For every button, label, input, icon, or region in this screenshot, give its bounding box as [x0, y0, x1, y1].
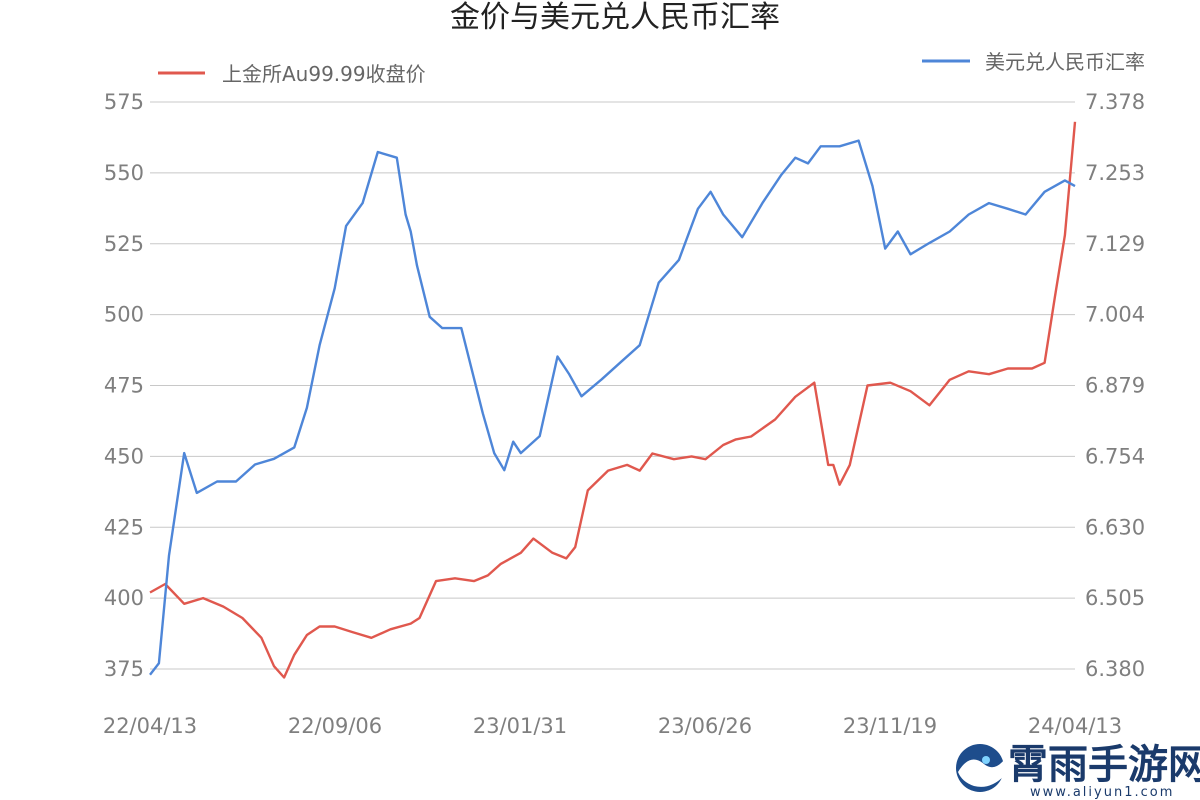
gridlines: [150, 101, 1075, 670]
watermark-url: www.aliyun1.com: [1030, 785, 1174, 800]
watermark: 霄雨手游网 www.aliyun1.com: [956, 742, 1200, 800]
right-y-tick-label: 6.754: [1085, 444, 1145, 468]
right-y-tick-label: 6.505: [1085, 586, 1145, 610]
x-axis: 22/04/13 22/09/06 23/01/31 23/06/26 23/11/19…: [103, 714, 1122, 738]
usd-cny-rate-line: [149, 139, 1076, 676]
x-tick-label: 23/01/31: [473, 714, 567, 738]
right-y-tick-label: 6.380: [1085, 657, 1145, 681]
left-y-tick-label: 375: [104, 657, 144, 681]
x-tick-label: 22/04/13: [103, 714, 197, 738]
right-y-tick-label: 7.378: [1085, 90, 1145, 114]
x-tick-label: 22/09/06: [288, 714, 382, 738]
legend-fx: 美元兑人民币汇率: [922, 50, 1145, 74]
left-y-tick-label: 425: [104, 515, 144, 539]
left-y-tick-label: 575: [104, 90, 144, 114]
left-y-tick-label: 475: [104, 374, 144, 398]
right-y-tick-label: 7.253: [1085, 161, 1145, 185]
watermark-text: 霄雨手游网: [1008, 742, 1200, 788]
left-y-tick-label: 525: [104, 232, 144, 256]
left-y-tick-label: 550: [104, 161, 144, 185]
right-y-tick-label: 7.004: [1085, 303, 1145, 327]
x-tick-label: 23/11/19: [843, 714, 937, 738]
chart-title: 金价与美元兑人民币汇率: [450, 0, 780, 35]
fish-wave-logo-icon: [956, 744, 1004, 792]
left-y-tick-label: 400: [104, 586, 144, 610]
legend-gold-label: 上金所Au99.99收盘价: [222, 62, 426, 86]
right-y-tick-label: 6.630: [1085, 515, 1145, 539]
left-y-axis: 575 550 525 500 475 450 425 400 375: [104, 90, 144, 681]
left-y-tick-label: 500: [104, 303, 144, 327]
x-tick-label: 23/06/26: [658, 714, 752, 738]
x-tick-label: 24/04/13: [1028, 714, 1122, 738]
right-y-axis: 7.378 7.253 7.129 7.004 6.879 6.754 6.630 6.505…: [1085, 90, 1145, 681]
left-y-tick-label: 450: [104, 444, 144, 468]
legend-gold: 上金所Au99.99收盘价: [158, 62, 426, 86]
gold-price-line: [149, 121, 1077, 679]
series-layer: [149, 121, 1077, 679]
legend-fx-label: 美元兑人民币汇率: [985, 50, 1145, 74]
right-y-tick-label: 7.129: [1085, 232, 1145, 256]
right-y-tick-label: 6.879: [1085, 374, 1145, 398]
